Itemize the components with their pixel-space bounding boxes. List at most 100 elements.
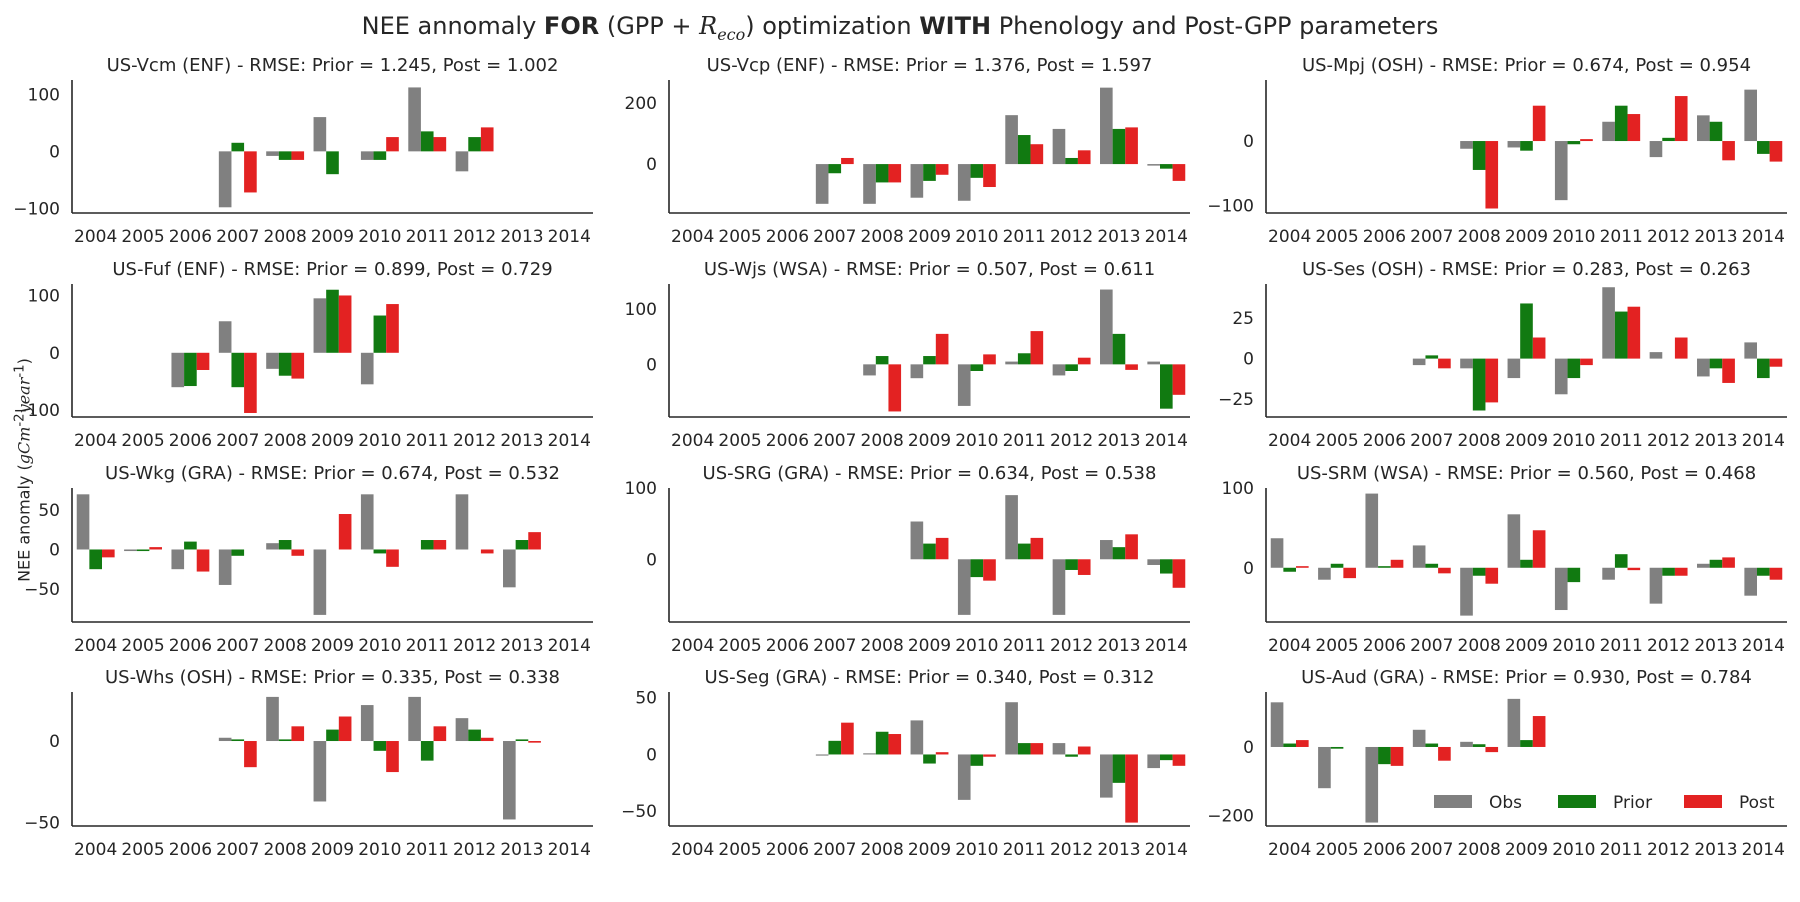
bar-prior: [1283, 567, 1296, 572]
x-tick-label: 2010: [955, 431, 998, 451]
bar-obs: [1554, 567, 1568, 611]
bar-obs: [1005, 115, 1018, 165]
bar-prior: [970, 754, 984, 766]
x-tick-label: 2006: [169, 431, 212, 451]
subplot-title: US-Ses (OSH) - RMSE: Prior = 0.283, Post…: [1302, 259, 1751, 280]
bar-prior: [1112, 754, 1126, 783]
x-tick-label: 2006: [169, 227, 212, 247]
bar-obs: [1365, 493, 1379, 568]
bar-prior: [970, 364, 984, 371]
bar-post: [1532, 337, 1546, 359]
bar-prior: [184, 352, 197, 387]
bar-obs: [1052, 364, 1066, 376]
bar-obs: [1460, 358, 1473, 369]
bar-obs: [1100, 87, 1113, 165]
bar-obs: [1318, 746, 1331, 789]
bar-post: [1627, 114, 1641, 142]
bar-post: [1125, 754, 1138, 823]
bar-prior: [231, 549, 245, 556]
bar-post: [102, 549, 115, 558]
x-tick-label: 2006: [1363, 840, 1406, 860]
bar-obs: [1649, 141, 1663, 158]
x-tick-label: 2008: [861, 227, 904, 247]
bar-prior: [1160, 754, 1173, 761]
bar-obs: [455, 494, 469, 550]
y-tick-label: 0: [49, 732, 60, 752]
bar-prior: [373, 151, 387, 160]
bar-prior: [278, 151, 292, 160]
x-tick-label: 2007: [1410, 431, 1453, 451]
bar-obs: [815, 164, 829, 204]
x-tick-label: 2011: [1003, 636, 1046, 656]
bar-prior: [1017, 543, 1031, 560]
bar-obs: [1147, 164, 1160, 166]
x-tick-label: 2011: [1600, 227, 1643, 247]
bar-obs: [408, 87, 421, 152]
subplot-4: US-Wjs (WSA) - RMSE: Prior = 0.507, Post…: [625, 259, 1190, 451]
x-tick-label: 2014: [1742, 431, 1785, 451]
bar-obs: [1697, 563, 1710, 568]
bar-prior: [278, 352, 292, 376]
bar-obs: [1460, 141, 1473, 149]
title-math-sub: eco: [717, 24, 746, 44]
subplot-title: US-Vcp (ENF) - RMSE: Prior = 1.376, Post…: [707, 55, 1153, 76]
x-tick-label: 2014: [1145, 431, 1188, 451]
bar-post: [1769, 141, 1783, 162]
bar-post: [528, 741, 541, 743]
bar-post: [1532, 716, 1546, 747]
x-tick-label: 2013: [1097, 227, 1140, 247]
bar-post: [983, 164, 996, 188]
bar-prior: [1065, 157, 1078, 165]
bar-prior: [373, 549, 387, 554]
y-tick-label: 0: [49, 142, 60, 162]
bar-obs: [266, 696, 279, 742]
bar-obs: [455, 151, 469, 172]
bar-prior: [420, 540, 434, 550]
bar-obs: [910, 364, 924, 379]
bar-post: [528, 532, 541, 550]
x-tick-label: 2009: [1505, 840, 1548, 860]
bar-post: [433, 726, 447, 742]
bar-obs: [1005, 495, 1018, 560]
bar-obs: [1412, 545, 1426, 568]
bar-obs: [863, 364, 876, 376]
bar-post: [935, 164, 949, 175]
x-tick-label: 2012: [1647, 431, 1690, 451]
bar-prior: [1709, 559, 1723, 568]
y-tick-label: 25: [1232, 309, 1254, 329]
bar-post: [1438, 358, 1451, 369]
bar-post: [338, 295, 352, 353]
bar-obs: [1697, 115, 1710, 142]
bar-post: [888, 364, 902, 412]
bar-post: [1296, 740, 1309, 747]
bar-prior: [970, 559, 984, 578]
bar-post: [1627, 306, 1641, 359]
bar-prior: [1330, 563, 1344, 568]
bar-obs: [1005, 702, 1018, 755]
bar-obs: [408, 696, 421, 742]
bar-post: [291, 549, 305, 556]
bar-prior: [1112, 547, 1126, 560]
bar-prior: [1567, 567, 1581, 583]
bar-prior: [420, 741, 434, 761]
bar-post: [1485, 746, 1499, 753]
bar-obs: [76, 494, 90, 550]
bar-obs: [1460, 567, 1473, 616]
title-text-4: Phenology and Post-GPP parameters: [991, 12, 1439, 40]
y-tick-label: 0: [49, 540, 60, 560]
subplot-title: US-SRG (GRA) - RMSE: Prior = 0.634, Post…: [703, 463, 1157, 484]
bar-prior: [1520, 559, 1533, 568]
x-tick-label: 2006: [169, 636, 212, 656]
bar-prior: [515, 739, 529, 742]
y-tick-label: 0: [1243, 350, 1254, 370]
bar-post: [386, 549, 399, 567]
bar-obs: [957, 164, 971, 201]
bar-post: [1627, 567, 1641, 571]
x-tick-label: 2006: [169, 840, 212, 860]
bar-prior: [1709, 121, 1723, 142]
bar-post: [338, 514, 352, 550]
subplot-title: US-SRM (WSA) - RMSE: Prior = 0.560, Post…: [1297, 463, 1756, 484]
bar-prior: [1017, 743, 1031, 755]
x-tick-label: 2005: [718, 431, 761, 451]
bar-post: [386, 137, 399, 152]
